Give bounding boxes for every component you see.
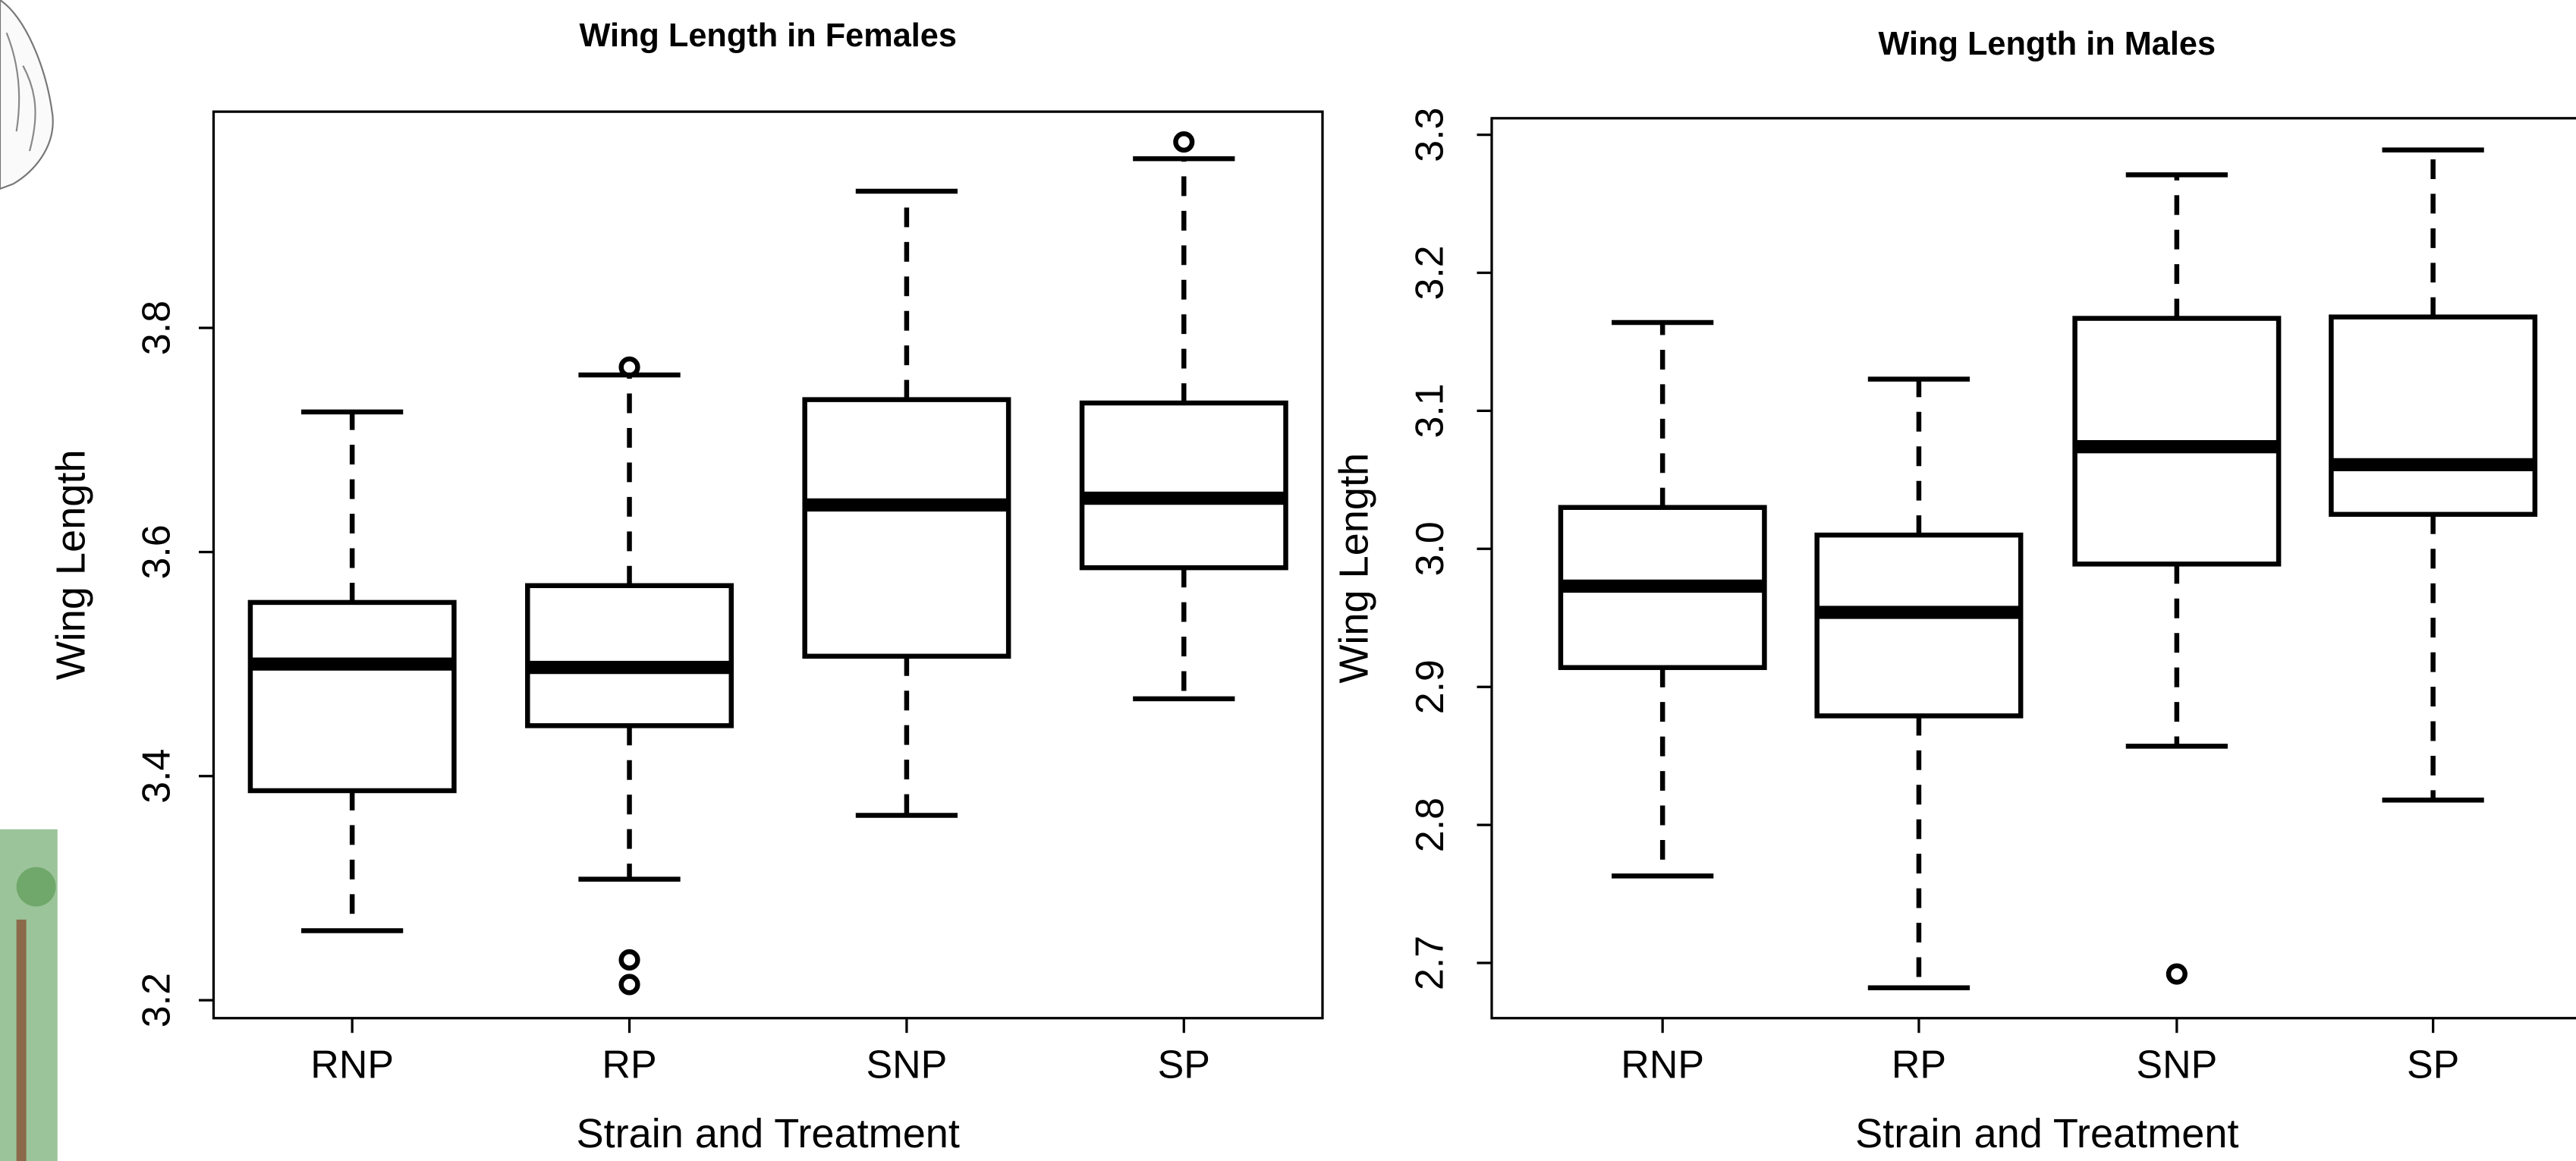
box [2329, 314, 2538, 518]
outlier [2166, 963, 2188, 985]
box [1814, 532, 2024, 719]
y-tick-label: 3.6 [135, 524, 179, 579]
chart-title: Wing Length in Males [1879, 26, 2216, 62]
x-axis-label: Strain and Treatment [1855, 1111, 2238, 1156]
decoration [0, 0, 58, 1161]
outlier [618, 974, 640, 996]
y-tick-label: 3.4 [135, 749, 179, 804]
y-tick-label: 3.0 [1408, 521, 1452, 576]
y-tick-label: 3.2 [135, 973, 179, 1027]
plot: Wing Length in Males Strain and Treatment… [1332, 26, 2576, 1156]
plot-frame [212, 110, 1324, 1020]
x-tick-label: RP [602, 1043, 656, 1087]
y-tick-label: 3.2 [1408, 245, 1452, 300]
y-tick-label: 2.9 [1408, 659, 1452, 714]
x-tick-label: RNP [310, 1043, 394, 1087]
x-axis-label: Strain and Treatment [577, 1111, 960, 1156]
y-tick-label: 2.8 [1408, 798, 1452, 852]
x-tick-label: RNP [1621, 1043, 1704, 1087]
y-tick-label: 3.1 [1408, 383, 1452, 438]
x-tick-label: SNP [866, 1043, 947, 1087]
chart-title: Wing Length in Females [579, 17, 957, 54]
plot: Wing Length in Females Strain and Treatme… [49, 17, 1324, 1156]
y-axis-label: Wing Length [1332, 453, 1377, 684]
y-axis-label: Wing Length [49, 450, 94, 681]
box [247, 599, 457, 794]
y-tick-label: 3.3 [1408, 108, 1452, 162]
box [802, 397, 1011, 659]
box [525, 583, 734, 728]
outlier [618, 949, 640, 971]
x-tick-label: RP [1892, 1043, 1946, 1087]
x-tick-label: SP [2407, 1043, 2459, 1087]
outlier [1173, 131, 1195, 153]
x-tick-label: SNP [2136, 1043, 2217, 1087]
y-tick-label: 3.8 [135, 300, 179, 355]
outlier [618, 356, 640, 378]
x-tick-label: SP [1158, 1043, 1210, 1087]
box [1079, 400, 1288, 571]
y-tick-label: 2.7 [1408, 936, 1452, 990]
plot-frame [1490, 117, 2576, 1020]
